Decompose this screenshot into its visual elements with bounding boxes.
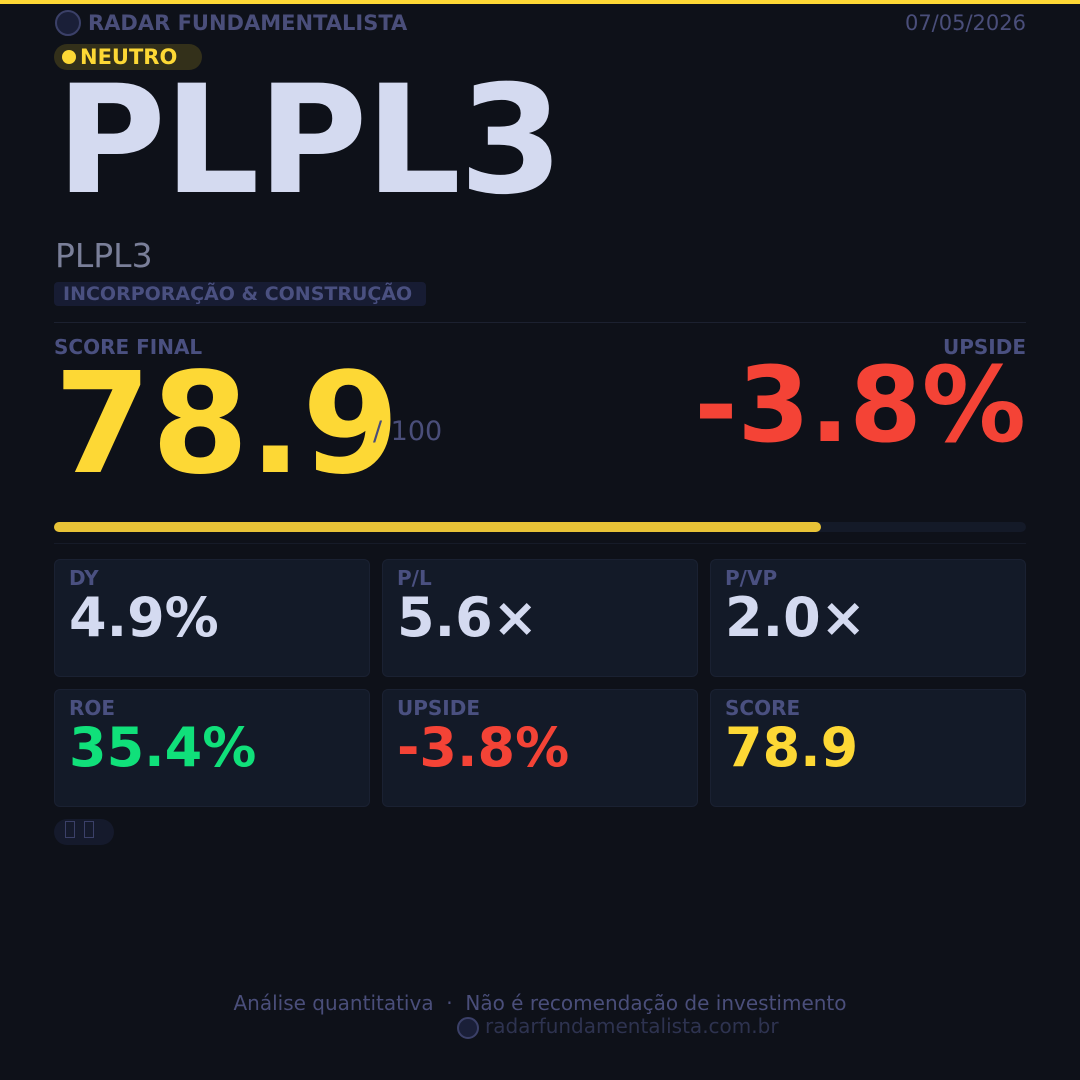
disclaimer: Análise quantitativa · Não é recomendaçã… <box>233 991 847 1015</box>
glyph <box>65 821 75 838</box>
metric-card: UPSIDE -3.8% <box>382 689 698 807</box>
metric-label: DY <box>69 566 99 590</box>
metric-label: ROE <box>69 696 116 720</box>
score-max: / 100 <box>373 416 443 447</box>
metric-card: P/VP 2.0× <box>710 559 1026 677</box>
metric-value: -3.8% <box>397 716 570 779</box>
metric-value: 78.9 <box>725 716 859 779</box>
metric-value: 2.0× <box>725 586 866 649</box>
metric-value: 4.9% <box>69 586 219 649</box>
progress-fill <box>54 522 821 532</box>
date: 07/05/2026 <box>904 11 1026 35</box>
glyph <box>84 821 94 838</box>
sector: INCORPORAÇÃO & CONSTRUÇÃO <box>63 283 413 305</box>
score-label: SCORE FINAL <box>54 335 203 359</box>
metric-card: ROE 35.4% <box>54 689 370 807</box>
divider <box>54 322 1026 323</box>
upside: -3.8% <box>694 344 1026 466</box>
divider <box>54 543 1026 544</box>
badge <box>54 44 202 70</box>
badge-dot <box>62 50 76 64</box>
badge-text: NEUTRO <box>80 45 178 69</box>
brand-icon <box>55 10 81 36</box>
site-icon <box>457 1017 479 1039</box>
top-accent <box>0 0 1080 4</box>
upside-label: UPSIDE <box>942 335 1026 359</box>
brand: RADAR FUNDAMENTALISTA <box>88 11 408 35</box>
metric-card: DY 4.9% <box>54 559 370 677</box>
metric-value: 5.6× <box>397 586 538 649</box>
site: radarfundamentalista.com.br <box>485 1014 779 1038</box>
company: PLPL3 <box>55 236 153 275</box>
metric-card: SCORE 78.9 <box>710 689 1026 807</box>
score: 78.9 <box>54 343 400 506</box>
ticker: PLPL3 <box>56 54 563 228</box>
metric-label: SCORE <box>725 696 801 720</box>
metric-label: P/VP <box>725 566 778 590</box>
metric-label: UPSIDE <box>397 696 481 720</box>
metric-card: P/L 5.6× <box>382 559 698 677</box>
metric-value: 35.4% <box>69 716 257 779</box>
metric-label: P/L <box>397 566 432 590</box>
progress-track <box>54 522 1026 532</box>
sector-tag <box>54 282 426 306</box>
